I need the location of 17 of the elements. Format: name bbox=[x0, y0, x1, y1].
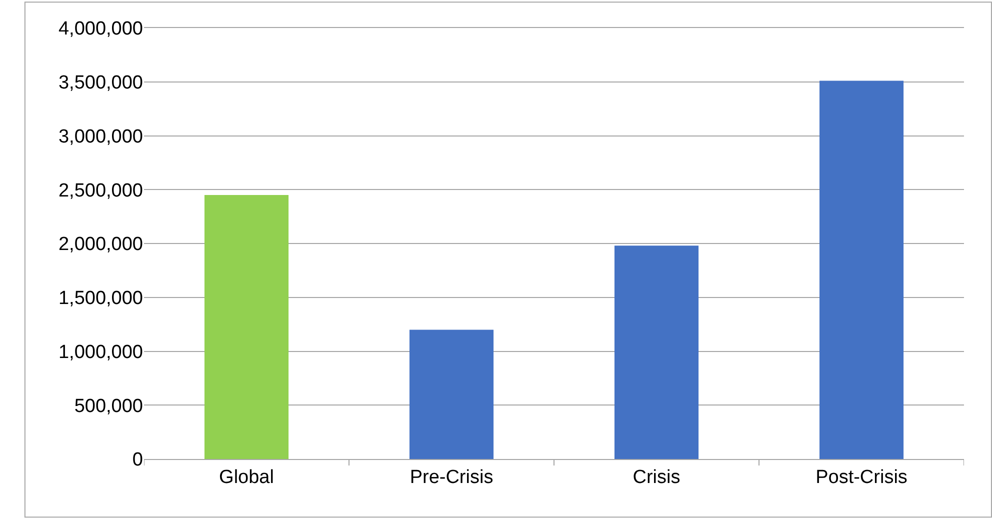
y-tick-label: 500,000 bbox=[74, 396, 143, 417]
y-tick-label: 2,500,000 bbox=[58, 180, 143, 202]
bar bbox=[204, 195, 289, 459]
y-tick-label: 1,000,000 bbox=[58, 342, 143, 363]
bar bbox=[409, 330, 494, 459]
y-tick-label: 3,500,000 bbox=[58, 72, 143, 94]
y-tick-label: 3,000,000 bbox=[58, 126, 143, 148]
y-tick-label: 1,500,000 bbox=[58, 288, 143, 310]
x-tick-label: Crisis bbox=[632, 466, 680, 488]
y-tick-label: 2,000,000 bbox=[58, 234, 143, 256]
y-tick-label: 4,000,000 bbox=[58, 18, 143, 40]
x-tick-label: Pre-Crisis bbox=[410, 466, 494, 488]
bar bbox=[819, 80, 904, 459]
bar bbox=[614, 246, 699, 459]
x-tick-label: Post-Crisis bbox=[816, 466, 908, 488]
y-tick-label: 0 bbox=[132, 450, 143, 471]
x-tick-label: Global bbox=[219, 466, 274, 488]
